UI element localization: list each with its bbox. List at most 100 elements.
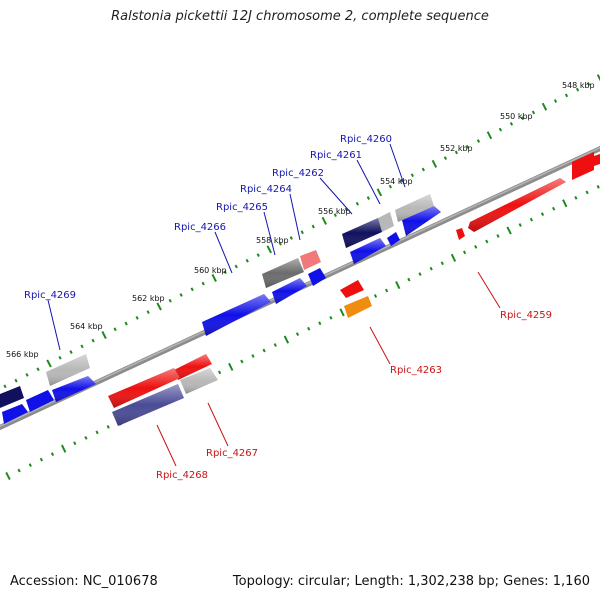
gene-feature[interactable] — [180, 368, 218, 394]
scale-tick — [564, 93, 569, 98]
scale-tick — [201, 281, 205, 286]
gene-feature[interactable] — [52, 376, 96, 402]
scale-tick — [520, 116, 525, 121]
gene-label[interactable]: Rpic_4264 — [240, 184, 292, 195]
scale-tick — [311, 224, 315, 229]
gene-feature[interactable] — [46, 354, 90, 386]
scale-tick — [407, 277, 411, 282]
scale-tick — [418, 272, 422, 277]
gene-label[interactable]: Rpic_4265 — [216, 202, 268, 213]
gene-feature[interactable] — [2, 404, 28, 424]
scale-tick — [80, 344, 84, 349]
gene-feature[interactable] — [272, 278, 307, 304]
scale-tick — [485, 239, 489, 244]
gene-feature[interactable] — [308, 268, 326, 286]
gene-feature[interactable] — [340, 280, 364, 298]
scale-label-552: 552 kbp — [440, 144, 473, 153]
gene-feature[interactable] — [174, 354, 212, 380]
scale-tick — [329, 315, 333, 320]
forward-gene-labels: Rpic_4260 Rpic_4261 Rpic_4262 Rpic_4264 … — [24, 134, 392, 301]
outer-scale-ticks — [3, 74, 600, 389]
scale-tick — [28, 463, 32, 467]
gene-label[interactable]: Rpic_4267 — [206, 448, 258, 459]
scale-tick — [366, 196, 370, 200]
gene-label[interactable]: Rpic_4262 — [272, 168, 324, 179]
scale-tick — [262, 348, 266, 353]
scale-tick — [50, 452, 55, 457]
scale-tick — [344, 207, 348, 212]
scale-tick — [240, 359, 244, 364]
gene-label[interactable]: Rpic_4268 — [156, 470, 208, 481]
scale-tick — [283, 335, 290, 344]
scale-tick — [575, 87, 580, 92]
gene-feature[interactable] — [572, 152, 600, 180]
scale-tick — [541, 102, 548, 111]
scale-tick — [300, 230, 304, 235]
gene-feature[interactable] — [202, 294, 271, 336]
scale-tick — [529, 217, 534, 222]
scale-tick — [531, 110, 536, 115]
gene-label[interactable]: Rpic_4260 — [340, 134, 392, 145]
scale-tick — [318, 321, 322, 326]
scale-label-548: 548 kbp — [562, 81, 595, 90]
scale-tick — [69, 350, 73, 354]
scale-tick — [321, 216, 327, 225]
gene-feature[interactable] — [395, 194, 434, 222]
gene-feature[interactable] — [378, 212, 394, 232]
gene-feature[interactable] — [0, 386, 24, 408]
gene-feature[interactable] — [468, 178, 566, 232]
scale-tick — [376, 188, 383, 197]
scale-tick — [388, 184, 392, 189]
gene-label[interactable]: Rpic_4266 — [174, 222, 226, 233]
scale-tick — [552, 206, 556, 211]
gene-feature[interactable] — [402, 206, 441, 236]
gene-feature[interactable] — [26, 390, 54, 412]
scale-tick — [295, 332, 300, 337]
scale-tick — [113, 327, 117, 332]
scale-tick — [256, 253, 260, 257]
gene-feature[interactable] — [262, 258, 304, 288]
scale-label-564: 564 kbp — [70, 322, 103, 331]
scale-tick — [307, 326, 311, 331]
accession-text: Accession: NC_010678 — [10, 574, 158, 589]
gene-label[interactable]: Rpic_4261 — [310, 150, 362, 161]
scale-tick — [3, 384, 7, 389]
scale-tick — [251, 354, 255, 358]
gene-label[interactable]: Rpic_4269 — [24, 290, 76, 301]
scale-tick — [156, 302, 162, 311]
scale-tick — [496, 234, 500, 238]
gene-label[interactable]: Rpic_4259 — [500, 310, 552, 321]
gene-label[interactable]: Rpic_4263 — [390, 365, 442, 376]
gene-feature[interactable] — [387, 232, 400, 246]
gene-feature[interactable] — [108, 368, 180, 408]
scale-tick — [25, 373, 29, 377]
scale-tick — [14, 378, 18, 383]
scale-label-558: 558 kbp — [256, 236, 289, 245]
gene-feature[interactable] — [300, 250, 321, 270]
scale-tick — [574, 195, 578, 200]
gene-feature[interactable] — [112, 384, 184, 426]
scale-tick — [373, 294, 378, 298]
scale-tick — [476, 139, 481, 143]
scale-tick — [228, 362, 234, 371]
label-leaders — [47, 143, 501, 467]
scale-tick — [585, 190, 589, 195]
scale-tick — [440, 261, 444, 266]
scale-tick — [465, 144, 470, 149]
scale-tick — [101, 330, 107, 339]
scale-tick — [273, 343, 277, 347]
scale-tick — [462, 250, 467, 255]
gene-feature[interactable] — [350, 238, 386, 264]
gene-feature[interactable] — [456, 228, 465, 240]
scale-tick — [540, 212, 545, 217]
scale-label-560: 560 kbp — [194, 266, 227, 275]
inner-scale-ticks — [5, 184, 600, 481]
gene-feature[interactable] — [342, 218, 382, 248]
scale-label-550: 550 kbp — [500, 112, 533, 121]
scale-tick — [179, 293, 183, 297]
scale-tick — [168, 298, 172, 303]
scale-tick — [355, 201, 359, 206]
gene-feature[interactable] — [344, 296, 372, 318]
scale-tick — [61, 444, 67, 453]
scale-tick — [474, 245, 478, 249]
